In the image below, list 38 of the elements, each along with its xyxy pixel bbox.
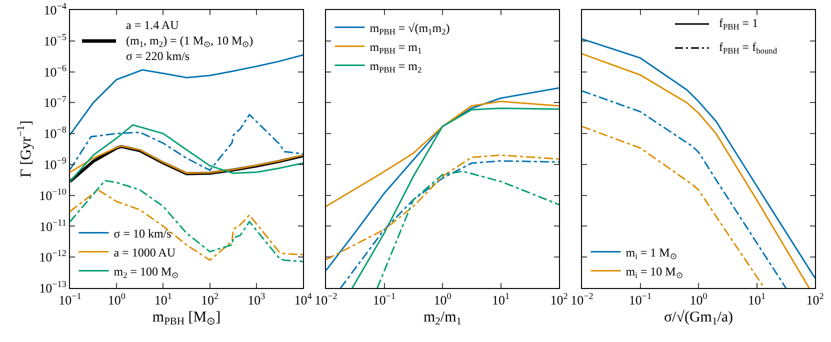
x-tick-label: 10$^{0}$: [108, 291, 126, 308]
x-tick-label: 10$^{4}$: [294, 291, 312, 308]
y-tick-label: 10$^{−12}$: [39, 248, 67, 265]
legend-label: m$_{2}$ = 100 M$_{⊙}$: [114, 264, 179, 280]
legend-label: m$_{PBH}$ = m$_{2}$: [370, 58, 422, 74]
legend-label: σ = 10 km/s: [114, 226, 172, 240]
x-axis-title: m$_{2}$/m$_{1}$: [423, 310, 462, 328]
x-tick-label: 10$^{3}$: [248, 291, 266, 308]
x-tick-label: 10$^{0}$: [434, 291, 452, 308]
y-tick-label: 10$^{−4}$: [44, 1, 67, 18]
y-tick-label: 10$^{−6}$: [44, 62, 67, 80]
y-tick-label: 10$^{−10}$: [39, 186, 67, 203]
annotation: f$_{PBH}$ = 1: [719, 16, 758, 32]
text: a = 1.4 AU (m$_{1}$, m$_{2}$) = (1 M$_{⊙}$, 10 M$_{⊙}$) σ = 220 km/s: [126, 18, 254, 64]
legend-label: m$_{i}$ = 10 M$_{⊙}$: [626, 264, 683, 280]
legend-label: a = 1000 AU: [114, 245, 176, 260]
x-tick-label: 10$^{1}$: [154, 291, 172, 308]
y-tick-label: 10$^{−9}$: [44, 156, 67, 172]
legend-label: m$_{PBH}$ = m$_{1}$: [370, 40, 422, 56]
y-tick-label: 10$^{−5}$: [44, 32, 67, 48]
x-tick-label: 10$^{1}$: [748, 291, 766, 308]
x-tick-label: 10$^{2}$: [806, 291, 824, 308]
x-tick-label: 10$^{1}$: [492, 291, 510, 308]
annotation: f$_{PBH}$ = f$_{bound}$: [719, 40, 778, 56]
x-tick-label: 10$^{−2}$: [314, 291, 338, 308]
x-axis-title: σ/√(Gm$_{1}$/a): [664, 310, 734, 328]
x-tick-label: 10$^{−2}$: [570, 291, 594, 308]
legend-label: m$_{i}$ = 1 M$_{⊙}$: [626, 245, 677, 261]
x-tick-label: 10$^{−1}$: [372, 291, 396, 308]
legend-label: m$_{PBH}$ = √(m$_{1}$m$_{2}$): [370, 20, 450, 36]
x-tick-label: 10$^{−1}$: [628, 291, 652, 308]
x-tick-label: 10$^{2}$: [201, 291, 220, 308]
x-tick-label: 10$^{0}$: [690, 291, 708, 308]
y-tick-label: 10$^{−11}$: [40, 217, 66, 234]
y-tick-label: 10$^{−8}$: [44, 124, 67, 142]
x-tick-label: 10$^{2}$: [550, 291, 568, 308]
y-tick-label: 10$^{−7}$: [44, 94, 67, 110]
x-axis-title: m$_{PBH}$ [M$_{⊙}$]: [152, 310, 221, 328]
